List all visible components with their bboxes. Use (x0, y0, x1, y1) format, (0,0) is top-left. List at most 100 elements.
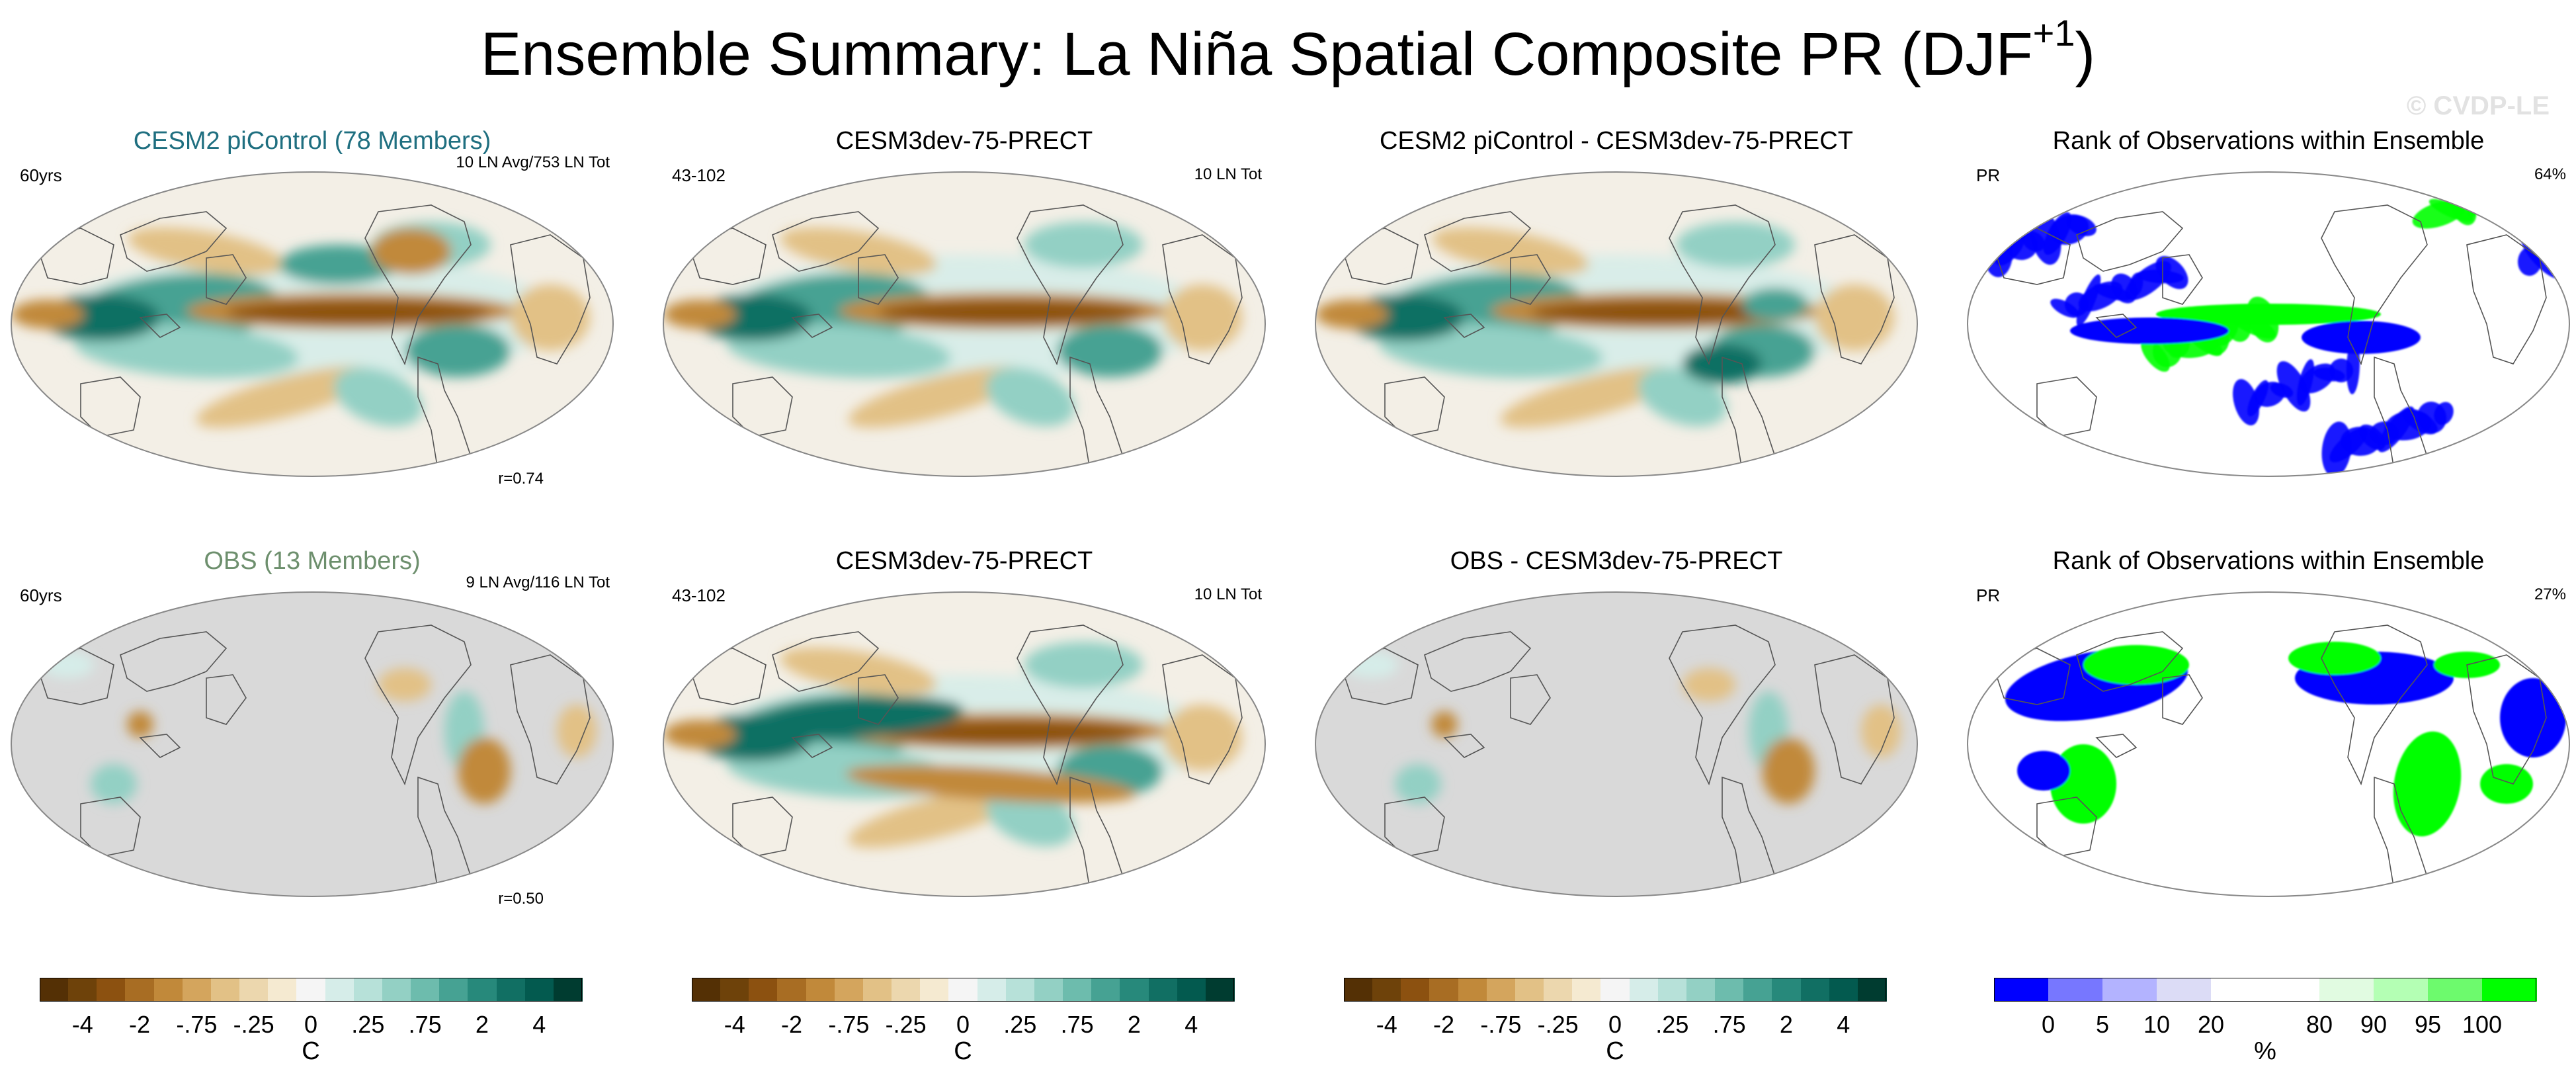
colorbar-tick-label: 4 (532, 1011, 546, 1038)
colorbar-swatch (1600, 978, 1630, 1002)
colorbar-tick-label: 20 (2197, 1011, 2225, 1038)
panel-right-tag: 27% (2534, 585, 2566, 603)
colorbar-swatch (1120, 978, 1149, 1002)
colorbar-frame (40, 978, 582, 1002)
colorbar-swatch (1657, 978, 1687, 1002)
colorbar-swatch (1544, 978, 1573, 1002)
panel-left-tag: PR (1976, 585, 2001, 605)
figure-title: Ensemble Summary: La Niña Spatial Compos… (480, 12, 2096, 89)
colorbar-swatch (468, 978, 497, 1002)
colorbar-tick-label: 4 (1837, 1011, 1850, 1038)
colorbar-swatch (153, 978, 183, 1002)
colorbar-swatch (97, 978, 126, 1002)
colorbar-swatch (2102, 978, 2157, 1002)
panel-right-tag: 64% (2534, 165, 2566, 183)
colorbar-swatch (692, 978, 721, 1002)
colorbar-swatch (1686, 978, 1716, 1002)
colorbar-tick-label: 4 (1184, 1011, 1198, 1038)
colorbar-swatch (1994, 978, 2049, 1002)
colorbar-swatch (977, 978, 1007, 1002)
colorbar-swatch (496, 978, 526, 1002)
panel-right-tag: 10 LN Tot (1194, 165, 1262, 183)
panel-right-tag: 9 LN Avg/116 LN Tot (466, 574, 610, 591)
panel-title: OBS (13 Members) (204, 547, 421, 575)
colorbar-swatch (1857, 978, 1887, 1002)
colorbar-swatch (182, 978, 212, 1002)
colorbar-tick-label: .75 (1060, 1011, 1094, 1038)
colorbar-tick-label: -4 (724, 1011, 745, 1038)
colorbar-swatch (862, 978, 892, 1002)
colorbar-cb1: -4 -2 -.75 -.25 0 .25 .75 2 4 C (40, 978, 583, 1077)
colorbar-swatch (1629, 978, 1659, 1002)
colorbar-tick-label: 5 (2095, 1011, 2110, 1038)
map-panel-r2c1: OBS (13 Members) 60yrs 9 LN Avg/116 LN Tot… (8, 546, 616, 956)
colorbar-tick-label: 0 (956, 1011, 970, 1038)
panel-title: Rank of Observations within Ensemble (2052, 547, 2485, 575)
colorbar-swatch (2157, 978, 2212, 1002)
map-r2c3 (1315, 591, 1918, 897)
colorbar-swatch (1715, 978, 1744, 1002)
colorbar-cb4: 0 5 10 20 80 90 95 100% (1994, 978, 2537, 1077)
colorbar-tick-label: -4 (71, 1011, 93, 1038)
colorbar-frame (692, 978, 1234, 1002)
map-panel-r2c4: Rank of Observations within Ensemble PR 27… (1964, 546, 2573, 956)
panel-title: CESM3dev-75-PRECT (835, 547, 1093, 575)
colorbar-swatch (2211, 978, 2266, 1002)
colorbar-tick-label: 100 (2462, 1011, 2503, 1038)
colorbar-tick-label: -.75 (176, 1011, 218, 1038)
colorbar-swatch (1772, 978, 1802, 1002)
colorbar-tick-label: 90 (2360, 1011, 2388, 1038)
panel-left-tag: 43-102 (672, 585, 726, 605)
colorbar-tick-label: .25 (1003, 1011, 1037, 1038)
map-r1c4 (1967, 171, 2570, 477)
colorbar-tick-label: -2 (129, 1011, 151, 1038)
colorbar-tick-label: 10 (2143, 1011, 2171, 1038)
colorbar-frame (1344, 978, 1886, 1002)
colorbar-tick-label: 2 (1779, 1011, 1793, 1038)
map-r1c1 (11, 171, 614, 477)
colorbar-swatch (2428, 978, 2483, 1002)
colorbar-tick-label: -.75 (1480, 1011, 1522, 1038)
colorbar-swatch (2048, 978, 2103, 1002)
colorbar-swatch (749, 978, 778, 1002)
colorbar-tick-label: 80 (2306, 1011, 2333, 1038)
colorbar-swatch (268, 978, 297, 1002)
colorbar-tick-label: 2 (475, 1011, 489, 1038)
colorbar-swatch (948, 978, 978, 1002)
colorbar-cb3: -4 -2 -.75 -.25 0 .25 .75 2 4 C (1344, 978, 1887, 1077)
colorbar-swatch (1429, 978, 1459, 1002)
cvdp-watermark: © CVDP-LE (2406, 91, 2550, 120)
colorbar-tick-label: 0 (2041, 1011, 2056, 1038)
colorbar-swatch (1005, 978, 1035, 1002)
colorbar-tick-label: .25 (1655, 1011, 1689, 1038)
colorbar-tick-label: .75 (1712, 1011, 1746, 1038)
map-r2c1 (11, 591, 614, 897)
colorbar-unit-label: % (2254, 1037, 2276, 1065)
panel-title: Rank of Observations within Ensemble (2052, 127, 2485, 155)
colorbar-swatch (2265, 978, 2320, 1002)
panel-left-tag: 60yrs (20, 585, 62, 605)
colorbar-swatch (210, 978, 240, 1002)
colorbar-swatch (325, 978, 354, 1002)
colorbar-swatch (2482, 978, 2537, 1002)
colorbar-frame (1994, 978, 2536, 1002)
map-panel-r2c3: OBS - CESM3dev-75-PRECT (1312, 546, 1921, 956)
colorbar-tick-label: 0 (1608, 1011, 1622, 1038)
map-panel-r1c4: Rank of Observations within Ensemble PR 64… (1964, 126, 2573, 536)
pattern-correlation: r=0.50 (498, 890, 544, 908)
colorbar-swatch (834, 978, 864, 1002)
map-r1c2 (663, 171, 1266, 477)
colorbar-swatch (1800, 978, 1830, 1002)
colorbar-swatch (2319, 978, 2374, 1002)
colorbar-swatch (296, 978, 326, 1002)
colorbar-swatch (1372, 978, 1401, 1002)
colorbar-swatch (1458, 978, 1487, 1002)
colorbar-tick-label: -2 (1433, 1011, 1455, 1038)
colorbar-swatch (125, 978, 155, 1002)
colorbar-swatch (1063, 978, 1092, 1002)
colorbar-swatch (1034, 978, 1063, 1002)
colorbar-swatch (806, 978, 835, 1002)
panel-left-tag: 43-102 (672, 165, 726, 185)
map-panel-r1c3: CESM2 piControl - CESM3dev-75-PRECT (1312, 126, 1921, 536)
panel-title: CESM2 piControl - CESM3dev-75-PRECT (1380, 127, 1853, 155)
